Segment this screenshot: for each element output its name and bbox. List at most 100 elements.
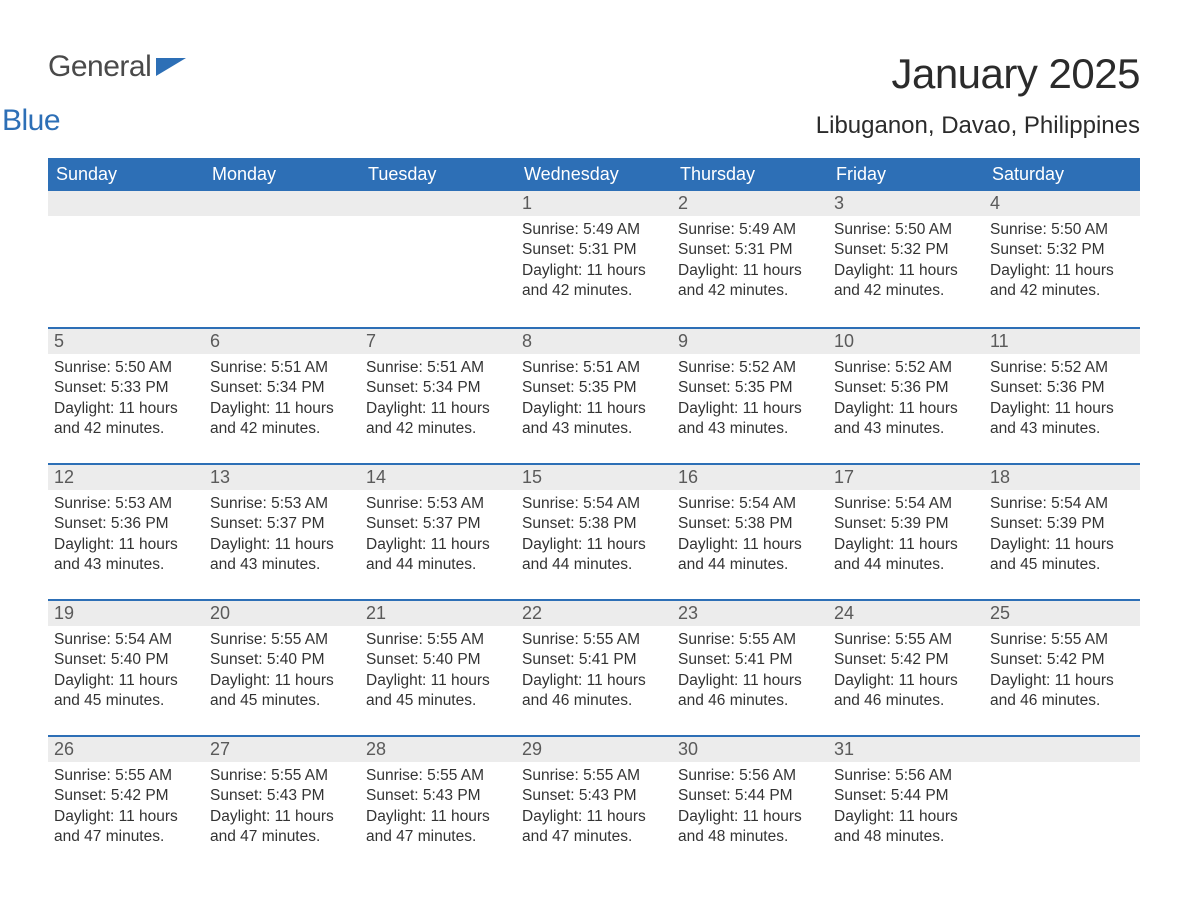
sunset-line: Sunset: 5:37 PM	[210, 514, 354, 534]
day-detail: Sunrise: 5:52 AMSunset: 5:36 PMDaylight:…	[984, 354, 1140, 446]
sunset-line: Sunset: 5:42 PM	[54, 786, 198, 806]
sunrise-line: Sunrise: 5:51 AM	[366, 358, 510, 378]
day-detail: Sunrise: 5:49 AMSunset: 5:31 PMDaylight:…	[516, 216, 672, 308]
day-detail: Sunrise: 5:50 AMSunset: 5:32 PMDaylight:…	[828, 216, 984, 308]
calendar-week: 5Sunrise: 5:50 AMSunset: 5:33 PMDaylight…	[48, 327, 1140, 463]
day-number-bar: 14	[360, 463, 516, 490]
sunrise-line: Sunrise: 5:54 AM	[834, 494, 978, 514]
day-detail: Sunrise: 5:56 AMSunset: 5:44 PMDaylight:…	[672, 762, 828, 854]
weekday-header: Friday	[828, 158, 984, 191]
calendar-day: 7Sunrise: 5:51 AMSunset: 5:34 PMDaylight…	[360, 327, 516, 463]
sunset-line: Sunset: 5:33 PM	[54, 378, 198, 398]
calendar-day: 28Sunrise: 5:55 AMSunset: 5:43 PMDayligh…	[360, 735, 516, 871]
daylight-line: Daylight: 11 hours and 47 minutes.	[210, 807, 354, 848]
daylight-line: Daylight: 11 hours and 45 minutes.	[990, 535, 1134, 576]
daylight-line: Daylight: 11 hours and 43 minutes.	[54, 535, 198, 576]
day-detail: Sunrise: 5:52 AMSunset: 5:36 PMDaylight:…	[828, 354, 984, 446]
sunset-line: Sunset: 5:43 PM	[366, 786, 510, 806]
calendar-day-empty	[204, 191, 360, 327]
calendar-day: 16Sunrise: 5:54 AMSunset: 5:38 PMDayligh…	[672, 463, 828, 599]
daylight-line: Daylight: 11 hours and 46 minutes.	[990, 671, 1134, 712]
day-number-bar: 20	[204, 599, 360, 626]
sunset-line: Sunset: 5:31 PM	[678, 240, 822, 260]
calendar-day: 25Sunrise: 5:55 AMSunset: 5:42 PMDayligh…	[984, 599, 1140, 735]
sunset-line: Sunset: 5:42 PM	[990, 650, 1134, 670]
logo-flag-icon	[156, 58, 190, 83]
day-detail: Sunrise: 5:53 AMSunset: 5:36 PMDaylight:…	[48, 490, 204, 582]
sunrise-line: Sunrise: 5:55 AM	[54, 766, 198, 786]
calendar-day: 1Sunrise: 5:49 AMSunset: 5:31 PMDaylight…	[516, 191, 672, 327]
daylight-line: Daylight: 11 hours and 45 minutes.	[210, 671, 354, 712]
logo: General Blue	[48, 50, 151, 118]
day-detail: Sunrise: 5:51 AMSunset: 5:34 PMDaylight:…	[360, 354, 516, 446]
sunrise-line: Sunrise: 5:53 AM	[54, 494, 198, 514]
day-number-bar: 29	[516, 735, 672, 762]
day-detail: Sunrise: 5:54 AMSunset: 5:40 PMDaylight:…	[48, 626, 204, 718]
sunset-line: Sunset: 5:35 PM	[522, 378, 666, 398]
sunrise-line: Sunrise: 5:52 AM	[678, 358, 822, 378]
calendar-day: 23Sunrise: 5:55 AMSunset: 5:41 PMDayligh…	[672, 599, 828, 735]
sunrise-line: Sunrise: 5:55 AM	[210, 766, 354, 786]
daylight-line: Daylight: 11 hours and 43 minutes.	[834, 399, 978, 440]
sunrise-line: Sunrise: 5:50 AM	[834, 220, 978, 240]
day-detail: Sunrise: 5:50 AMSunset: 5:32 PMDaylight:…	[984, 216, 1140, 308]
sunrise-line: Sunrise: 5:52 AM	[834, 358, 978, 378]
day-number-bar: 17	[828, 463, 984, 490]
daylight-line: Daylight: 11 hours and 46 minutes.	[678, 671, 822, 712]
calendar-day: 4Sunrise: 5:50 AMSunset: 5:32 PMDaylight…	[984, 191, 1140, 327]
calendar-day: 15Sunrise: 5:54 AMSunset: 5:38 PMDayligh…	[516, 463, 672, 599]
sunrise-line: Sunrise: 5:50 AM	[54, 358, 198, 378]
calendar-day: 14Sunrise: 5:53 AMSunset: 5:37 PMDayligh…	[360, 463, 516, 599]
logo-text-blue: Blue	[2, 104, 60, 137]
calendar-week: 26Sunrise: 5:55 AMSunset: 5:42 PMDayligh…	[48, 735, 1140, 871]
sunrise-line: Sunrise: 5:56 AM	[834, 766, 978, 786]
day-number-bar	[984, 735, 1140, 762]
daylight-line: Daylight: 11 hours and 44 minutes.	[522, 535, 666, 576]
calendar-day-empty	[48, 191, 204, 327]
sunrise-line: Sunrise: 5:50 AM	[990, 220, 1134, 240]
day-number-bar: 7	[360, 327, 516, 354]
daylight-line: Daylight: 11 hours and 42 minutes.	[990, 261, 1134, 302]
weekday-header: Sunday	[48, 158, 204, 191]
sunrise-line: Sunrise: 5:54 AM	[522, 494, 666, 514]
day-number-bar: 9	[672, 327, 828, 354]
calendar-day: 17Sunrise: 5:54 AMSunset: 5:39 PMDayligh…	[828, 463, 984, 599]
sunrise-line: Sunrise: 5:52 AM	[990, 358, 1134, 378]
calendar-table: SundayMondayTuesdayWednesdayThursdayFrid…	[48, 158, 1140, 871]
sunset-line: Sunset: 5:38 PM	[678, 514, 822, 534]
day-detail: Sunrise: 5:54 AMSunset: 5:38 PMDaylight:…	[672, 490, 828, 582]
sunset-line: Sunset: 5:39 PM	[990, 514, 1134, 534]
calendar-week: 19Sunrise: 5:54 AMSunset: 5:40 PMDayligh…	[48, 599, 1140, 735]
day-number-bar: 6	[204, 327, 360, 354]
day-detail: Sunrise: 5:53 AMSunset: 5:37 PMDaylight:…	[204, 490, 360, 582]
daylight-line: Daylight: 11 hours and 45 minutes.	[54, 671, 198, 712]
sunset-line: Sunset: 5:44 PM	[834, 786, 978, 806]
sunset-line: Sunset: 5:35 PM	[678, 378, 822, 398]
sunset-line: Sunset: 5:40 PM	[54, 650, 198, 670]
daylight-line: Daylight: 11 hours and 42 minutes.	[522, 261, 666, 302]
day-number-bar: 2	[672, 191, 828, 216]
calendar-day: 27Sunrise: 5:55 AMSunset: 5:43 PMDayligh…	[204, 735, 360, 871]
day-detail: Sunrise: 5:51 AMSunset: 5:35 PMDaylight:…	[516, 354, 672, 446]
day-detail: Sunrise: 5:55 AMSunset: 5:40 PMDaylight:…	[204, 626, 360, 718]
day-detail: Sunrise: 5:55 AMSunset: 5:42 PMDaylight:…	[828, 626, 984, 718]
day-number-bar	[204, 191, 360, 216]
day-number-bar: 31	[828, 735, 984, 762]
day-number-bar: 15	[516, 463, 672, 490]
sunset-line: Sunset: 5:36 PM	[54, 514, 198, 534]
sunrise-line: Sunrise: 5:55 AM	[522, 630, 666, 650]
sunrise-line: Sunrise: 5:51 AM	[522, 358, 666, 378]
header: General Blue January 2025 Libuganon, Dav…	[48, 50, 1140, 152]
day-number-bar: 13	[204, 463, 360, 490]
calendar-week: 12Sunrise: 5:53 AMSunset: 5:36 PMDayligh…	[48, 463, 1140, 599]
weekday-header: Monday	[204, 158, 360, 191]
day-detail: Sunrise: 5:55 AMSunset: 5:40 PMDaylight:…	[360, 626, 516, 718]
daylight-line: Daylight: 11 hours and 42 minutes.	[834, 261, 978, 302]
calendar-day: 22Sunrise: 5:55 AMSunset: 5:41 PMDayligh…	[516, 599, 672, 735]
calendar-day-empty	[984, 735, 1140, 871]
sunrise-line: Sunrise: 5:54 AM	[990, 494, 1134, 514]
sunrise-line: Sunrise: 5:49 AM	[522, 220, 666, 240]
day-number-bar: 18	[984, 463, 1140, 490]
calendar-day: 6Sunrise: 5:51 AMSunset: 5:34 PMDaylight…	[204, 327, 360, 463]
day-number-bar: 4	[984, 191, 1140, 216]
